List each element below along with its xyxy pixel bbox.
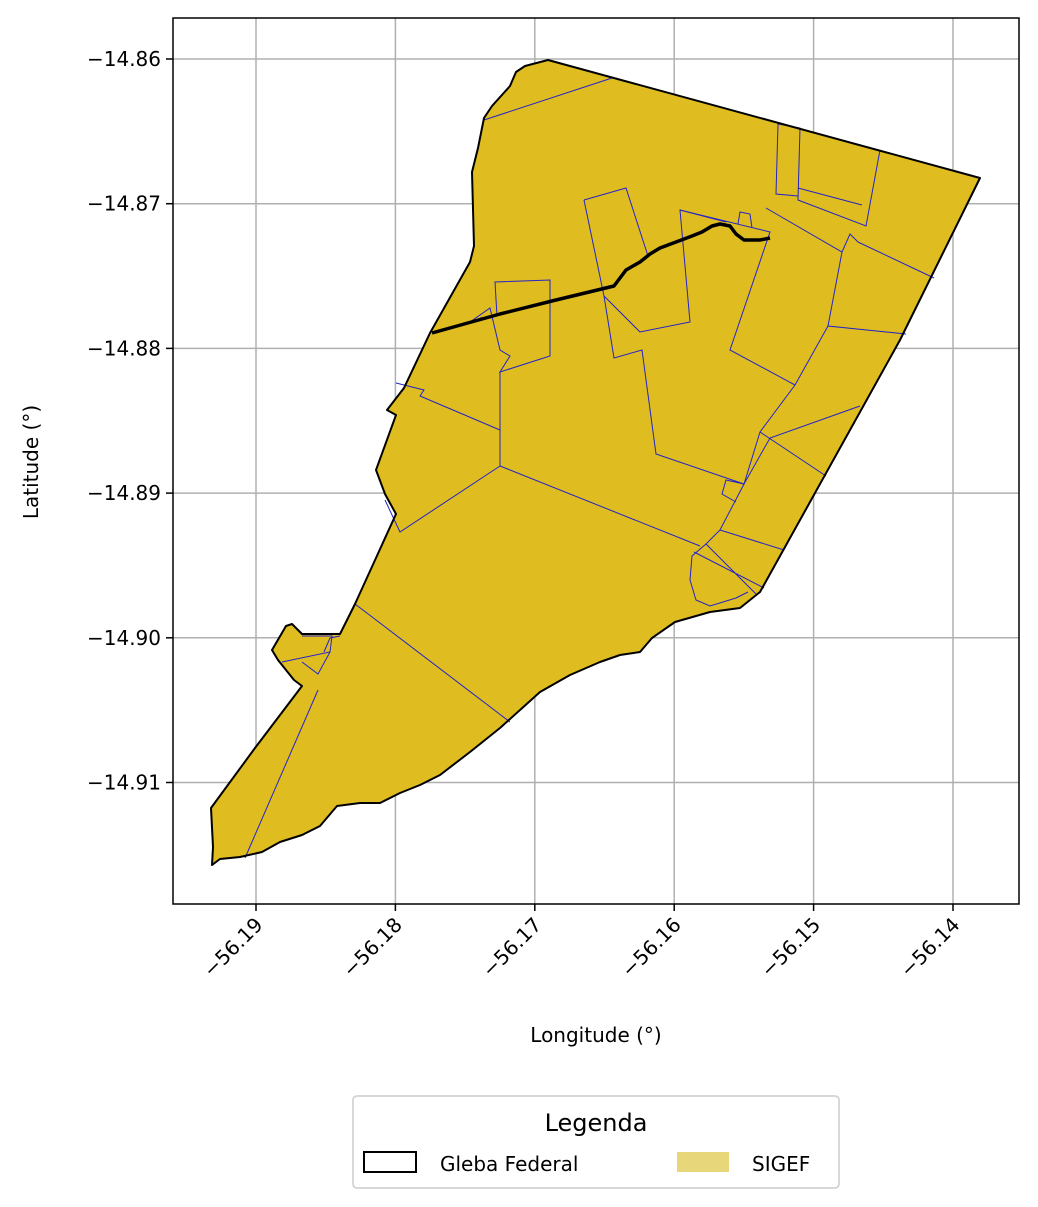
x-axis-ticks: −56.19 −56.18 −56.17 −56.16 −56.15 −56.14 — [198, 904, 965, 982]
x-tick-label: −56.16 — [616, 913, 685, 982]
legend-label-gleba: Gleba Federal — [440, 1152, 578, 1176]
legend: Legenda Gleba Federal SIGEF — [352, 1095, 840, 1189]
y-tick-label: −14.91 — [87, 771, 161, 795]
x-tick-label: −56.15 — [756, 913, 825, 982]
y-tick-label: −14.86 — [87, 47, 161, 71]
y-axis-title: Latitude (°) — [19, 405, 43, 519]
x-tick-label: −56.17 — [477, 913, 546, 982]
y-tick-label: −14.90 — [87, 626, 161, 650]
sigef-parcel-lines — [244, 77, 935, 859]
x-tick-label: −56.19 — [198, 913, 267, 982]
legend-swatch-gleba — [363, 1151, 417, 1173]
y-tick-label: −14.88 — [87, 336, 161, 360]
gleba-federal-boundary — [210, 59, 981, 866]
axes-frame — [172, 17, 1020, 905]
x-tick-label: −56.14 — [895, 913, 964, 982]
x-tick-label: −56.18 — [338, 913, 407, 982]
legend-label-sigef: SIGEF — [752, 1152, 810, 1176]
y-tick-label: −14.87 — [87, 192, 161, 216]
internal-line — [431, 222, 771, 335]
sigef-area — [211, 60, 980, 865]
y-axis-ticks: −14.86 −14.87 −14.88 −14.89 −14.90 −14.91 — [87, 47, 173, 795]
x-axis-title: Longitude (°) — [530, 1023, 661, 1047]
y-tick-label: −14.89 — [87, 481, 161, 505]
legend-title: Legenda — [545, 1109, 648, 1137]
legend-swatch-sigef — [677, 1152, 729, 1172]
